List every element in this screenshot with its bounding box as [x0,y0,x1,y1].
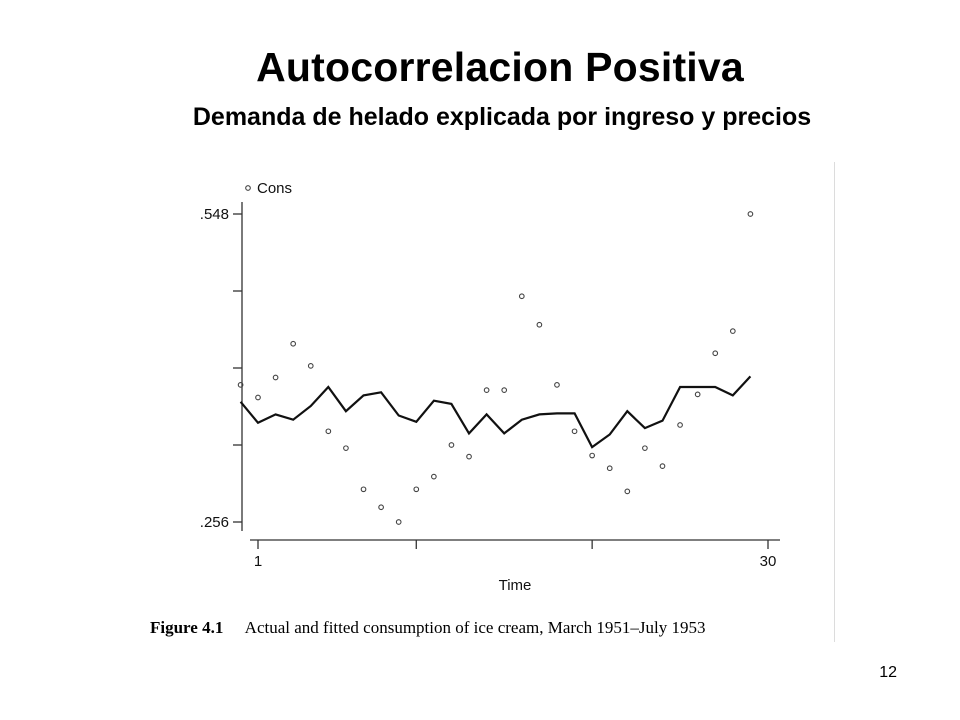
cons-point [483,387,490,394]
x-axis-label: Time [499,577,532,594]
figure: .548 .256 1 30 Time Cons Figure 4.1 Actual an… [146,162,835,642]
cons-point [606,465,613,472]
cons-point [694,391,701,398]
cons-point [536,321,543,328]
cons-point [589,452,595,459]
cons-point [466,453,472,460]
y-tick-label: .256 [200,514,229,531]
cons-point [747,211,754,217]
cons-point [343,445,349,452]
figure-label: Figure 4.1 [150,618,224,637]
cons-point [501,387,508,394]
slide-title: Autocorrelacion Positiva [256,44,744,90]
ice-cream-chart: .548 .256 1 30 Time Cons [200,180,780,594]
figure-caption: Figure 4.1 Actual and fitted consumption… [150,618,705,638]
cons-point [729,328,736,334]
cons-point [677,422,683,428]
cons-point [554,382,560,388]
cons-point [571,428,578,435]
figure-caption-text: Actual and fitted consumption of ice cre… [244,618,706,637]
cons-point [642,445,648,452]
cons-point [431,473,437,480]
slide-subtitle: Demanda de helado explicada por ingreso … [192,103,812,131]
cons-point [624,488,631,495]
fitted-line [239,375,752,449]
cons-point [395,519,402,525]
cons-point [518,293,525,300]
cons-point [272,374,279,381]
cons-point [307,363,314,369]
x-tick-label: 1 [254,553,262,570]
legend-marker [245,185,251,191]
cons-point [413,486,420,493]
cons-point [378,504,384,511]
cons-point [290,340,297,347]
cons-point [448,442,455,448]
cons-point [255,394,261,401]
legend-label: Cons [257,180,292,197]
cons-point [360,486,367,493]
cons-point [325,428,332,435]
cons-point [659,463,666,469]
cons-point [712,350,719,357]
cons-point [237,382,244,388]
x-tick-label: 30 [760,553,777,570]
page-number: 12 [879,664,897,681]
y-tick-label: .548 [200,206,229,223]
